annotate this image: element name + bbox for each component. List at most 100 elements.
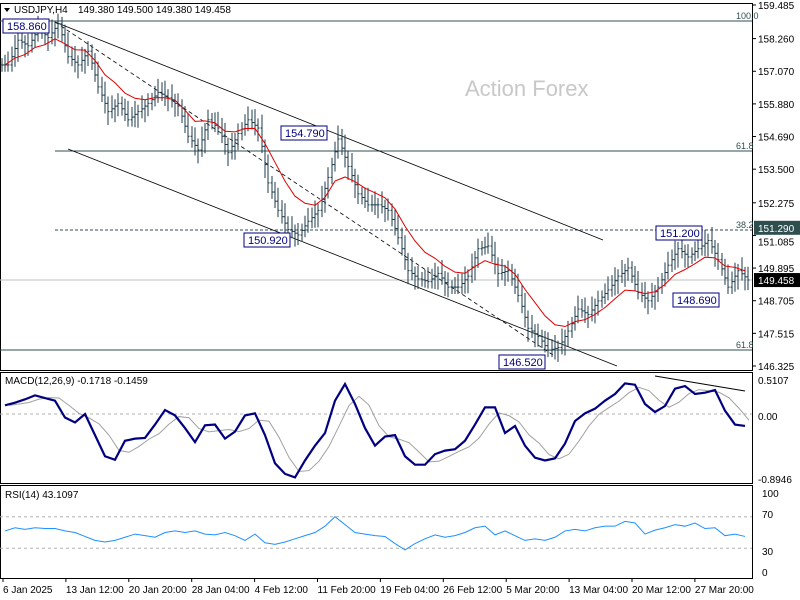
- price-bar: [103, 81, 107, 114]
- price-bar: [80, 46, 84, 72]
- price-bar: [150, 92, 154, 111]
- price-bar: [540, 329, 544, 348]
- price-bar: [250, 109, 254, 130]
- price-bar: [740, 257, 744, 281]
- price-bar: [93, 52, 97, 82]
- time-tick-label: 6 Jan 2025: [3, 585, 53, 596]
- price-bar: [456, 273, 460, 294]
- time-tick-label: 20 Mar 12:00: [632, 585, 691, 596]
- price-bar: [230, 132, 234, 160]
- macd-tick-label: 0.5107: [758, 376, 789, 387]
- price-bar: [260, 114, 264, 154]
- price-bar: [613, 267, 617, 296]
- price-bar: [316, 203, 320, 228]
- watermark: Action Forex: [465, 76, 589, 101]
- price-bar: [390, 203, 394, 227]
- time-tick-label: 27 Mar 20:00: [695, 585, 754, 596]
- price-bar: [366, 187, 370, 212]
- panel-frame-2: [0, 485, 753, 579]
- macd-tick-label: -0.8946: [758, 475, 792, 486]
- price-bar: [636, 270, 640, 300]
- dropdown-triangle-icon[interactable]: [4, 8, 10, 12]
- price-tick-label: 155.880: [758, 100, 795, 111]
- ohlc-readout: 149.380 149.500 149.380 149.458: [78, 5, 231, 16]
- price-bar: [683, 244, 687, 268]
- price-bar: [306, 207, 310, 233]
- price-bar: [586, 305, 590, 329]
- price-bar: [253, 109, 257, 136]
- price-bar: [106, 96, 110, 126]
- price-bar: [653, 284, 657, 310]
- price-bar: [266, 154, 270, 194]
- price-annotation: 150.920: [248, 235, 288, 247]
- price-bar: [346, 150, 350, 180]
- price-bar: [133, 100, 137, 128]
- price-bar: [626, 257, 630, 281]
- price-bar: [670, 249, 674, 273]
- price-bar: [693, 241, 697, 262]
- fib-label: 38.2: [736, 220, 754, 230]
- price-bar: [570, 316, 574, 338]
- price-bar: [83, 48, 87, 74]
- price-bar: [386, 198, 390, 221]
- price-bar: [676, 241, 680, 268]
- price-bar: [583, 297, 587, 323]
- price-bar: [276, 187, 280, 218]
- price-bar: [370, 194, 374, 212]
- price-bar: [430, 268, 434, 289]
- price-bar: [433, 262, 437, 290]
- price-bar: [650, 282, 654, 308]
- price-annotation: 154.790: [285, 128, 325, 140]
- price-bar: [310, 207, 314, 229]
- price-bar: [593, 298, 597, 324]
- price-bar: [280, 200, 284, 224]
- price-bar: [10, 46, 14, 72]
- panel-frame-1: [0, 372, 753, 484]
- price-bar: [446, 272, 450, 298]
- price-annotation: 146.520: [503, 357, 543, 369]
- price-bar: [410, 257, 414, 281]
- price-bar: [226, 137, 230, 167]
- price-bar: [120, 96, 124, 116]
- price-annotation-box: [672, 292, 720, 308]
- price-bar: [13, 35, 17, 67]
- price-bar: [630, 261, 634, 284]
- price-annotation-box: [2, 18, 50, 34]
- price-bar: [350, 152, 354, 183]
- time-tick-label: 19 Feb 04:00: [380, 585, 439, 596]
- price-tick-label: 159.485: [758, 1, 795, 12]
- price-bar: [726, 264, 730, 294]
- price-bar: [136, 104, 140, 128]
- price-bar: [463, 266, 467, 294]
- price-tick-label: 151.085: [758, 237, 795, 248]
- price-bar: [436, 266, 440, 290]
- price-bar: [506, 260, 510, 282]
- price-tick-label: 149.895: [758, 264, 795, 275]
- price-bar: [73, 46, 77, 73]
- price-bar: [523, 292, 527, 328]
- price-bar: [380, 191, 384, 214]
- price-bar: [96, 61, 100, 94]
- price-bar: [373, 191, 377, 215]
- time-tick-label: 26 Feb 12:00: [443, 585, 502, 596]
- macd-label: MACD(12,26,9) -0.1718 -0.1459: [5, 376, 148, 387]
- price-bar: [710, 227, 714, 254]
- price-bar: [426, 267, 430, 289]
- price-bar: [623, 263, 627, 287]
- price-bar: [690, 247, 694, 264]
- price-bar: [376, 197, 380, 219]
- price-annotation-box: [243, 232, 291, 248]
- price-bar: [576, 295, 580, 324]
- price-bar: [336, 125, 340, 159]
- price-bar: [466, 269, 470, 294]
- time-tick-label: 5 Mar 20:00: [506, 585, 560, 596]
- symbol-label: USDJPY,H4: [14, 5, 68, 16]
- price-bar: [486, 232, 490, 254]
- price-bar: [713, 240, 717, 267]
- price-bar: [536, 323, 540, 347]
- price-bar: [400, 227, 404, 256]
- price-annotation-box: [280, 125, 328, 141]
- price-bar: [146, 93, 150, 117]
- price-bar: [723, 258, 727, 285]
